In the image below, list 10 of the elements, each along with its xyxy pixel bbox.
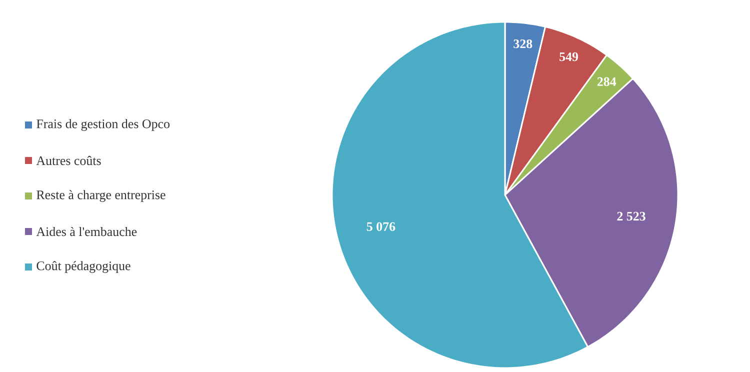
legend-label: Reste à charge entreprise xyxy=(36,190,166,202)
data-label: 5 076 xyxy=(366,222,396,231)
data-label: 2 523 xyxy=(617,212,646,221)
data-label: 284 xyxy=(597,77,616,86)
legend-label: Frais de gestion des Opco xyxy=(36,119,170,131)
data-label: 549 xyxy=(560,52,578,62)
legend-label: Autres coûts xyxy=(36,156,101,166)
legend-label: Aides à l'embauche xyxy=(36,226,137,236)
data-label: 328 xyxy=(514,39,532,48)
legend-label: Coût pédagogique xyxy=(36,261,130,273)
